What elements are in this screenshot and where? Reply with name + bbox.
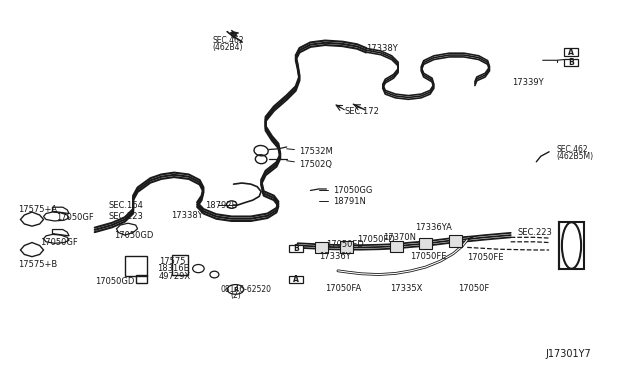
Text: SEC.462: SEC.462 (212, 36, 244, 45)
Text: 17338Y: 17338Y (172, 211, 204, 220)
Bar (419, 238, 432, 249)
Text: 17338Y: 17338Y (366, 44, 398, 53)
Text: SEC.223: SEC.223 (517, 228, 552, 237)
Text: 18316E: 18316E (157, 264, 189, 273)
Text: (462B5M): (462B5M) (557, 153, 594, 161)
Bar (172, 255, 188, 275)
Text: 17050GD: 17050GD (95, 278, 134, 286)
Text: 17575+B: 17575+B (18, 260, 57, 269)
Text: 17050GF: 17050GF (40, 238, 77, 247)
Text: 18791N: 18791N (333, 197, 365, 206)
Text: A: A (568, 48, 574, 57)
Text: 17370N: 17370N (383, 233, 416, 242)
Bar (289, 245, 303, 252)
Bar (564, 59, 578, 66)
Text: SEC.462: SEC.462 (557, 145, 588, 154)
Text: 17336Y: 17336Y (319, 252, 351, 261)
Text: SEC.164: SEC.164 (109, 201, 143, 210)
Text: 17532M: 17532M (300, 147, 333, 156)
Bar (136, 275, 147, 283)
Text: 17050FE: 17050FE (410, 252, 446, 261)
Text: 17339Y: 17339Y (512, 78, 543, 87)
Text: 17050FD: 17050FD (326, 240, 364, 249)
Bar (564, 48, 578, 56)
Bar (559, 222, 584, 269)
Bar (315, 242, 328, 253)
Text: 49729X: 49729X (159, 272, 191, 280)
Text: 17050FE: 17050FE (467, 253, 504, 262)
Text: 18792E: 18792E (205, 201, 237, 210)
Bar (289, 276, 303, 283)
Text: 17050GD: 17050GD (114, 231, 154, 240)
Text: 17050GF: 17050GF (56, 213, 94, 222)
Text: 17050GG: 17050GG (333, 186, 372, 195)
Bar (449, 235, 462, 247)
Bar (340, 241, 353, 253)
Text: B: B (293, 244, 298, 253)
Text: 17050F: 17050F (458, 284, 489, 293)
Text: 17502Q: 17502Q (300, 160, 333, 169)
Text: 17335X: 17335X (390, 284, 423, 293)
Text: SEC.172: SEC.172 (344, 107, 379, 116)
Text: 08146-62520: 08146-62520 (221, 285, 272, 294)
Text: 17050FD: 17050FD (357, 235, 395, 244)
Text: 17575: 17575 (159, 257, 185, 266)
Text: J17301Y7: J17301Y7 (545, 349, 591, 359)
Text: 17575+A: 17575+A (18, 205, 57, 214)
Text: SEC.223: SEC.223 (109, 212, 143, 221)
Text: (2): (2) (230, 291, 241, 300)
Text: 17336YA: 17336YA (415, 223, 452, 232)
Text: R: R (233, 287, 238, 292)
Text: 17050FA: 17050FA (325, 284, 362, 293)
Bar (390, 241, 403, 252)
Text: A: A (292, 275, 299, 284)
Text: B: B (568, 58, 573, 67)
Bar (125, 256, 147, 276)
Text: (462B4): (462B4) (212, 43, 243, 52)
